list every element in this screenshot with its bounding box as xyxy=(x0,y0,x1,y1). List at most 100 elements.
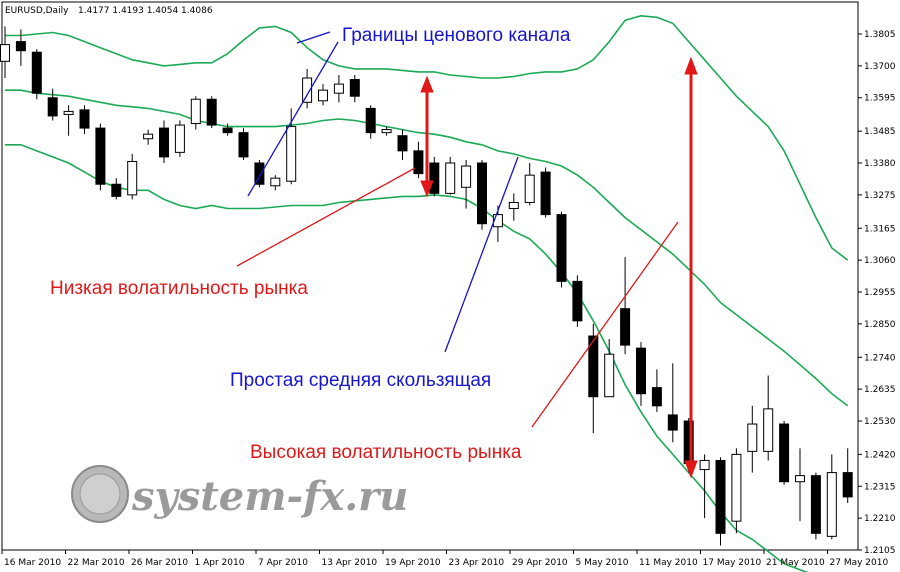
bear-candle-body xyxy=(31,51,42,94)
candle xyxy=(604,339,615,398)
candle xyxy=(95,123,106,191)
candle xyxy=(381,126,392,136)
bear-candle-body xyxy=(413,150,424,175)
candle xyxy=(842,448,853,503)
candle xyxy=(270,175,281,191)
low-vol-arrow-head-up xyxy=(420,75,434,93)
bear-candle-body xyxy=(111,183,122,197)
bull-candle-body xyxy=(127,160,138,196)
upper-band-line xyxy=(5,14,849,261)
candle xyxy=(333,74,344,103)
candle xyxy=(763,375,774,461)
bear-candle-body xyxy=(47,97,58,117)
bear-candle-body xyxy=(206,98,217,126)
bull-candle-body xyxy=(826,472,837,537)
candle xyxy=(413,141,424,179)
channel-pointer-line xyxy=(296,31,331,44)
bear-candle-body xyxy=(254,162,265,185)
x-tick-label: 5 May 2010 xyxy=(576,558,629,568)
candle xyxy=(174,120,185,157)
bull-candle-body xyxy=(508,201,519,210)
y-tick-label: 1.2530 xyxy=(864,417,896,427)
y-tick-label: 1.2210 xyxy=(864,514,896,524)
candle xyxy=(31,49,42,100)
bull-candle-body xyxy=(445,162,456,194)
bear-candle-body xyxy=(365,107,376,134)
bull-candle-body xyxy=(604,353,615,398)
bull-candle-body xyxy=(63,110,74,115)
chart-header-symbol: EURUSD,Daily xyxy=(5,6,69,16)
x-tick-label: 19 Apr 2010 xyxy=(385,558,441,568)
candle xyxy=(556,211,567,288)
bull-candle-body xyxy=(747,423,758,452)
bear-candle-body xyxy=(636,347,646,395)
y-tick-label: 1.3485 xyxy=(864,127,896,137)
y-tick-label: 1.3060 xyxy=(864,256,896,266)
candle xyxy=(445,156,456,195)
candle xyxy=(651,369,662,412)
y-tick-label: 1.3275 xyxy=(864,191,896,201)
high-vol-arrow-head-up xyxy=(684,56,698,75)
x-tick-label: 13 Apr 2010 xyxy=(322,558,378,568)
candle xyxy=(795,448,805,522)
candle xyxy=(747,405,758,473)
candle xyxy=(715,457,726,546)
bear-candle-body xyxy=(540,171,551,216)
bear-candle-body xyxy=(667,414,678,431)
candle xyxy=(429,156,440,197)
volatility-arrows xyxy=(420,56,698,479)
y-tick-label: 1.2420 xyxy=(864,450,896,460)
bull-candle-body xyxy=(333,83,344,94)
y-tick-label: 1.2105 xyxy=(864,546,896,556)
bull-candle-body xyxy=(763,408,774,452)
x-tick-label: 26 Mar 2010 xyxy=(131,558,188,568)
bear-candle-body xyxy=(779,423,790,483)
plot-frame xyxy=(1,1,859,551)
candle xyxy=(779,421,790,485)
low-vol-pointer-line xyxy=(236,167,416,267)
candle xyxy=(222,123,233,136)
y-tick-label: 1.3805 xyxy=(864,30,896,40)
bull-candle-body xyxy=(302,77,313,103)
candle xyxy=(731,448,742,534)
x-tick-label: 17 May 2010 xyxy=(703,558,762,568)
y-axis: 1.3805 1.3700 1.3595 1.3485 1.3380 1.3275 1.31… xyxy=(858,30,896,556)
candle xyxy=(206,96,217,129)
watermark: system-fx.ru xyxy=(71,465,408,523)
high-vol-pointer-line xyxy=(531,221,679,428)
candle xyxy=(63,105,74,136)
candle xyxy=(699,454,710,519)
bear-candle-body xyxy=(556,214,567,282)
bear-candle-body xyxy=(588,335,599,398)
candle xyxy=(159,120,169,163)
bull-candle-body xyxy=(270,177,281,187)
bear-candle-body xyxy=(477,162,487,225)
y-tick-label: 1.3700 xyxy=(864,62,896,72)
y-tick-label: 1.2740 xyxy=(864,353,896,363)
bull-candle-body xyxy=(524,174,535,203)
bear-candle-body xyxy=(95,127,106,185)
bull-candle-body xyxy=(174,124,185,153)
bull-candle-body xyxy=(381,129,392,134)
candle xyxy=(620,257,631,355)
y-tick-label: 1.2955 xyxy=(864,288,896,298)
bear-candle-body xyxy=(159,127,169,158)
bull-candle-body xyxy=(731,453,742,522)
x-tick-label: 21 May 2010 xyxy=(766,558,825,568)
bear-candle-body xyxy=(572,280,583,322)
candle xyxy=(0,26,10,79)
sma-pointer-line-1 xyxy=(247,41,339,197)
low-vol-arrow-head-down xyxy=(420,180,434,198)
bull-candle-body xyxy=(699,459,710,471)
candle xyxy=(111,178,122,200)
candle xyxy=(365,105,376,139)
bear-candle-body xyxy=(810,475,821,534)
bear-candle-body xyxy=(429,162,440,194)
y-tick-label: 1.2315 xyxy=(864,482,896,492)
bear-candle-body xyxy=(79,109,90,129)
high-vol-arrow-head-down xyxy=(684,460,698,479)
bear-candle-body xyxy=(620,308,631,346)
bull-candle-body xyxy=(143,133,154,140)
bull-candle-body xyxy=(461,165,472,188)
